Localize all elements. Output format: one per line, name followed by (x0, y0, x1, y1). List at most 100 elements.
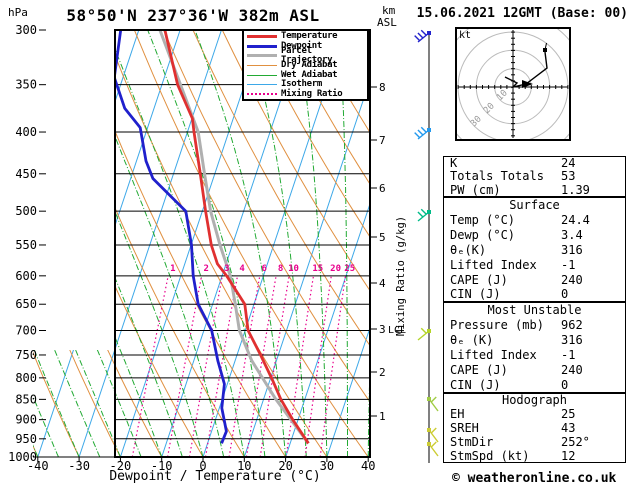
wind-barb (417, 327, 431, 341)
pressure-tick-label: 750 (15, 348, 37, 362)
legend-item-mixing-ratio: Mixing Ratio (247, 88, 367, 100)
index-value: -1 (561, 348, 576, 363)
indices-row: Lifted Index -1 (444, 348, 625, 363)
copyright-credit: © weatheronline.co.uk (452, 471, 617, 486)
altitude-axis-ticks: 8 7 6 5 4 3 2 1 (370, 81, 386, 423)
altitude-tick-label: 6 (379, 182, 386, 195)
index-value: 0 (561, 287, 569, 302)
index-label: Totals Totals (450, 169, 544, 184)
hodograph-top-marker (543, 48, 547, 52)
hodograph-ring-label: 10 (495, 88, 510, 103)
legend-line-sample (247, 35, 277, 39)
indices-row: CIN (J) 0 (444, 378, 625, 393)
index-label: Lifted Index (450, 257, 537, 272)
index-value: 24.4 (561, 212, 590, 227)
indices-group-general: K 24 Totals Totals 53 PW (cm) 1.39 (443, 156, 626, 197)
altitude-axis-unit-km: km (382, 4, 396, 17)
altitude-tick-label: 5 (379, 231, 386, 244)
index-label: K (450, 156, 458, 170)
sounding-traces (112, 30, 310, 445)
index-label: CIN (J) (450, 378, 501, 393)
temperature-tick-label: -40 (27, 459, 49, 473)
index-value: 240 (561, 272, 583, 287)
mixing-ratio-label: 4 (239, 264, 245, 274)
pressure-tick-label: 450 (15, 167, 37, 181)
indices-row: Pressure (mb) 962 (444, 318, 625, 333)
index-label: θₑ (K) (450, 333, 494, 348)
index-label: CAPE (J) (450, 363, 508, 378)
wind-barb (427, 427, 439, 443)
altitude-axis-unit-asl: ASL (377, 16, 397, 29)
index-value: 3.4 (561, 227, 583, 242)
hodograph-frame (455, 27, 571, 141)
hodograph-unit-label: kt (459, 30, 472, 41)
temperature-tick-label: -10 (151, 459, 173, 473)
indices-row: EH 25 (444, 406, 625, 422)
index-label: StmDir (450, 434, 494, 449)
indices-row: θₑ (K) 316 (444, 333, 625, 348)
index-label: Temp (°C) (450, 212, 516, 227)
wind-barb-column (414, 29, 439, 463)
hodograph-ring-label: 30 (469, 114, 484, 129)
wind-barb (427, 396, 439, 412)
sounding-indices-panel: K 24 Totals Totals 53 PW (cm) 1.39 Surface Temp… (443, 156, 626, 463)
temperature-tick-label: 20 (278, 459, 292, 473)
hodograph-storm-motion-arrow (522, 80, 533, 88)
mixing-ratio-label: 10 (288, 264, 299, 274)
mixing-ratio-label: 15 (312, 264, 323, 274)
legend-line-sample (247, 65, 277, 67)
legend-item-wet-adiabat: Wet Adiabat (247, 70, 367, 80)
legend-label: Isotherm (281, 79, 322, 90)
legend-label: Temperature (281, 31, 338, 42)
mixing-ratio-label: 20 (330, 264, 341, 274)
indices-row: θₑ(K) 316 (444, 243, 625, 258)
temperature-axis-title: Dewpoint / Temperature (°C) (109, 469, 321, 484)
legend-label: Mixing Ratio (281, 88, 343, 99)
index-value: 240 (561, 363, 583, 378)
indices-row: Temp (°C) 24.4 (444, 213, 625, 228)
temperature-trace (163, 30, 310, 445)
index-label: StmSpd (kt) (450, 448, 530, 463)
index-value: 43 (561, 420, 576, 435)
index-value: 252° (561, 434, 590, 449)
legend-line-sample (247, 93, 277, 96)
pressure-tick-label: 650 (15, 297, 37, 311)
legend-line-sample (247, 54, 277, 58)
dewpoint-trace (112, 30, 228, 444)
indices-row: Dewp (°C) 3.4 (444, 228, 625, 243)
hodograph-trace (504, 51, 548, 89)
mixing-ratio-axis-label: Mixing Ratio (g/kg) (395, 215, 407, 336)
index-label: Pressure (mb) (450, 318, 544, 333)
pressure-tick-label: 500 (15, 204, 37, 218)
altitude-tick-label: 7 (379, 134, 386, 147)
legend-line-sample (247, 74, 277, 76)
temperature-tick-label: 10 (237, 459, 251, 473)
indices-row: K 24 (444, 157, 625, 170)
hodograph-ring-label: 20 (482, 101, 497, 116)
indices-group-header: Surface (509, 198, 560, 212)
mixing-ratio-lines (131, 275, 347, 457)
wind-barb (414, 126, 431, 140)
legend-line-sample (247, 84, 277, 86)
legend-label: Dry Adiabat (281, 60, 338, 71)
index-label: θₑ(K) (450, 242, 487, 257)
temperature-tick-label: -30 (68, 459, 90, 473)
index-label: Dewp (°C) (450, 227, 516, 242)
pressure-tick-label: 350 (15, 78, 37, 92)
index-value: 53 (561, 169, 576, 184)
index-value: 25 (561, 406, 576, 421)
pressure-tick-label: 550 (15, 238, 37, 252)
index-value: 316 (561, 333, 583, 348)
legend-label: Parcel Trajectory (281, 45, 333, 65)
indices-group-header: Hodograph (501, 393, 568, 407)
pressure-tick-label: 950 (15, 432, 37, 446)
pressure-axis-unit: hPa (8, 6, 28, 19)
lcl-marker-label: LCL (388, 325, 407, 336)
legend-item-isotherm: Isotherm (247, 80, 367, 90)
index-value: 962 (561, 318, 583, 333)
indices-row: Lifted Index -1 (444, 258, 625, 273)
pressure-tick-label: 850 (15, 392, 37, 406)
altitude-tick-label: 1 (379, 410, 386, 423)
index-value: 316 (561, 242, 583, 257)
